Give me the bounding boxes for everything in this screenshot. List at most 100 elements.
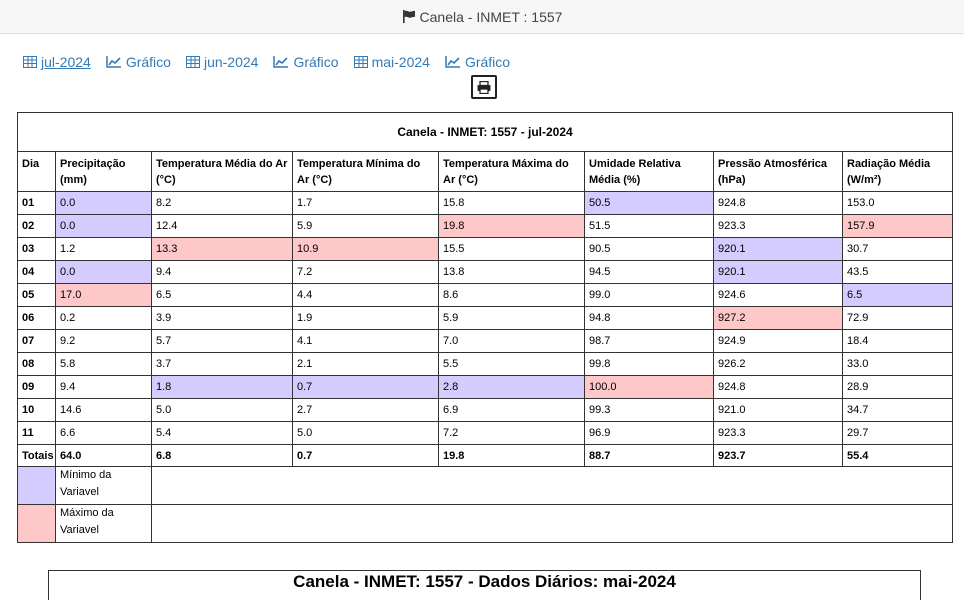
nav-link-mai-2024[interactable]: mai-2024 — [353, 54, 430, 70]
legend-min-row: Mínimo da Variavel — [17, 466, 954, 505]
month-nav: jul-2024 Gráfico jun-2024 Gráfico mai-20… — [23, 54, 525, 70]
day-cell: 06 — [17, 306, 56, 330]
next-section-title: Canela - INMET: 1557 - Dados Diários: ma… — [48, 570, 921, 600]
value-cell: 2.7 — [292, 398, 439, 422]
value-cell: 153.0 — [841, 191, 954, 215]
value-cell: 5.9 — [292, 214, 439, 238]
value-cell: 7.2 — [438, 421, 585, 445]
value-cell: 5.7 — [151, 329, 293, 353]
value-cell: 5.0 — [151, 398, 293, 422]
total-cell: 923.7 — [713, 444, 843, 467]
table-icon — [23, 56, 37, 68]
table-row: 07 9.2 5.7 4.1 7.0 98.7 924.9 18.4 — [17, 329, 954, 353]
nav-link-label: jul-2024 — [41, 54, 91, 70]
value-cell: 7.0 — [438, 329, 585, 353]
legend-max-row: Máximo da Variavel — [17, 504, 954, 543]
value-cell: 14.6 — [55, 398, 152, 422]
column-header: Dia — [17, 151, 56, 192]
legend-swatch — [17, 466, 56, 505]
total-cell: 64.0 — [55, 444, 152, 467]
value-cell: 924.9 — [713, 329, 843, 353]
table-row: 06 0.2 3.9 1.9 5.9 94.8 927.2 72.9 — [17, 306, 954, 330]
table-row: 04 0.0 9.4 7.2 13.8 94.5 920.1 43.5 — [17, 260, 954, 284]
legend-label: Mínimo da Variavel — [55, 466, 152, 505]
value-cell: 5.9 — [438, 306, 585, 330]
value-cell: 0.7 — [292, 375, 439, 399]
nav-link-label: Gráfico — [293, 54, 339, 70]
day-cell: 04 — [17, 260, 56, 284]
value-cell: 3.9 — [151, 306, 293, 330]
total-cell: 55.4 — [841, 444, 954, 467]
legend-label: Máximo da Variavel — [55, 504, 152, 543]
nav-link-jun-2024[interactable]: jun-2024 — [185, 54, 258, 70]
value-cell: 1.2 — [55, 237, 152, 261]
value-cell: 98.7 — [584, 329, 714, 353]
value-cell: 920.1 — [713, 260, 843, 284]
value-cell: 4.4 — [292, 283, 439, 307]
column-header: Temperatura Média do Ar (°C) — [151, 151, 293, 192]
day-cell: 07 — [17, 329, 56, 353]
value-cell: 12.4 — [151, 214, 293, 238]
nav-link-chart-mai[interactable]: Gráfico — [445, 54, 510, 70]
value-cell: 99.0 — [584, 283, 714, 307]
value-cell: 926.2 — [713, 352, 843, 376]
value-cell: 5.4 — [151, 421, 293, 445]
value-cell: 9.4 — [151, 260, 293, 284]
total-cell: 0.7 — [292, 444, 439, 467]
value-cell: 924.8 — [713, 375, 843, 399]
day-cell: 05 — [17, 283, 56, 307]
value-cell: 4.1 — [292, 329, 439, 353]
table-row: 01 0.0 8.2 1.7 15.8 50.5 924.8 153.0 — [17, 191, 954, 215]
legend-swatch — [17, 504, 56, 543]
value-cell: 5.8 — [55, 352, 152, 376]
value-cell: 2.8 — [438, 375, 585, 399]
value-cell: 17.0 — [55, 283, 152, 307]
value-cell: 43.5 — [841, 260, 954, 284]
value-cell: 927.2 — [713, 306, 843, 330]
nav-link-chart-jul[interactable]: Gráfico — [106, 54, 171, 70]
value-cell: 33.0 — [841, 352, 954, 376]
value-cell: 157.9 — [841, 214, 954, 238]
value-cell: 13.3 — [151, 237, 293, 261]
day-cell: 03 — [17, 237, 56, 261]
nav-link-chart-jun[interactable]: Gráfico — [273, 54, 339, 70]
nav-link-jul-2024[interactable]: jul-2024 — [23, 54, 91, 70]
table-row: 09 9.4 1.8 0.7 2.8 100.0 924.8 28.9 — [17, 375, 954, 399]
value-cell: 6.9 — [438, 398, 585, 422]
value-cell: 921.0 — [713, 398, 843, 422]
value-cell: 1.8 — [151, 375, 293, 399]
print-icon — [477, 80, 491, 94]
value-cell: 18.4 — [841, 329, 954, 353]
value-cell: 72.9 — [841, 306, 954, 330]
value-cell: 920.1 — [713, 237, 843, 261]
value-cell: 6.5 — [151, 283, 293, 307]
line-chart-icon — [106, 56, 121, 68]
value-cell: 6.5 — [841, 283, 954, 307]
value-cell: 8.6 — [438, 283, 585, 307]
value-cell: 2.1 — [292, 352, 439, 376]
print-button[interactable] — [471, 75, 497, 99]
value-cell: 34.7 — [841, 398, 954, 422]
value-cell: 924.6 — [713, 283, 843, 307]
legend-spacer — [150, 504, 954, 543]
page-title: Canela - INMET : 1557 — [419, 8, 563, 25]
value-cell: 10.9 — [292, 237, 439, 261]
value-cell: 3.7 — [151, 352, 293, 376]
flag-icon — [402, 10, 416, 23]
legend-spacer — [150, 466, 954, 505]
value-cell: 30.7 — [841, 237, 954, 261]
day-cell: 02 — [17, 214, 56, 238]
totals-row: Totais 64.0 6.8 0.7 19.8 88.7 923.7 55.4 — [17, 444, 954, 467]
value-cell: 19.8 — [438, 214, 585, 238]
nav-link-label: mai-2024 — [371, 54, 430, 70]
day-cell: 08 — [17, 352, 56, 376]
value-cell: 8.2 — [151, 191, 293, 215]
totals-label: Totais — [17, 444, 56, 467]
table-icon — [185, 56, 200, 68]
value-cell: 99.3 — [584, 398, 714, 422]
daily-data-table: Canela - INMET: 1557 - jul-2024 Dia Preci… — [16, 112, 954, 543]
value-cell: 1.7 — [292, 191, 439, 215]
value-cell: 1.9 — [292, 306, 439, 330]
value-cell: 0.2 — [55, 306, 152, 330]
value-cell: 0.0 — [55, 260, 152, 284]
